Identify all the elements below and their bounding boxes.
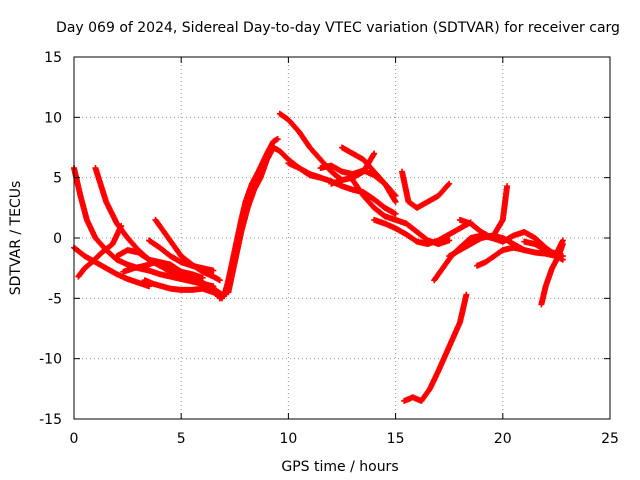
axis-ticks: 0 5 10 15 20 25 -15 -10 -5 0 5 10 15 [39, 50, 619, 447]
data-point-marker [216, 277, 223, 284]
x-tick-label: 10 [279, 431, 297, 447]
data-point-marker [559, 256, 566, 263]
chart-title: Day 069 of 2024, Sidereal Day-to-day VTE… [56, 20, 620, 36]
data-point-marker [371, 150, 378, 157]
series-arc-17 [339, 144, 399, 205]
data-point-marker [463, 291, 470, 298]
series-arc-16 [328, 150, 378, 187]
series-arc-8 [152, 216, 223, 284]
series-arc-28 [401, 291, 470, 404]
x-axis-label: GPS time / hours [281, 459, 398, 475]
x-tick-label: 25 [601, 431, 619, 447]
data-point-marker [559, 241, 566, 248]
y-tick-label: 10 [44, 110, 62, 126]
y-tick-label: 0 [53, 231, 62, 247]
data-point-marker [392, 210, 399, 217]
series-arc-11 [225, 144, 277, 296]
y-tick-label: -10 [39, 352, 62, 368]
series-arc-18 [349, 177, 453, 248]
series-arc-20 [399, 168, 453, 211]
series-arc-27 [538, 241, 566, 308]
y-tick-label: -15 [39, 412, 62, 428]
data-point-marker [446, 180, 453, 187]
data-point-marker [445, 181, 452, 188]
data-point-marker [446, 237, 453, 244]
data-point-marker [274, 136, 281, 143]
x-tick-label: 15 [387, 431, 405, 447]
series-arc-6 [120, 259, 213, 290]
data-point-marker [210, 267, 217, 274]
x-tick-label: 5 [177, 431, 186, 447]
data-point-marker [392, 198, 399, 205]
y-tick-label: 5 [53, 171, 62, 187]
data-point-marker [504, 183, 511, 190]
y-tick-label: 15 [44, 50, 62, 66]
y-tick-label: -5 [48, 291, 62, 307]
x-tick-label: 0 [70, 431, 79, 447]
y-axis-label: SDTVAR / TECUs [8, 181, 24, 296]
series-arc-9 [141, 277, 225, 302]
x-tick-label: 20 [494, 431, 512, 447]
series-arc-23 [456, 183, 511, 241]
data-points [71, 110, 566, 404]
